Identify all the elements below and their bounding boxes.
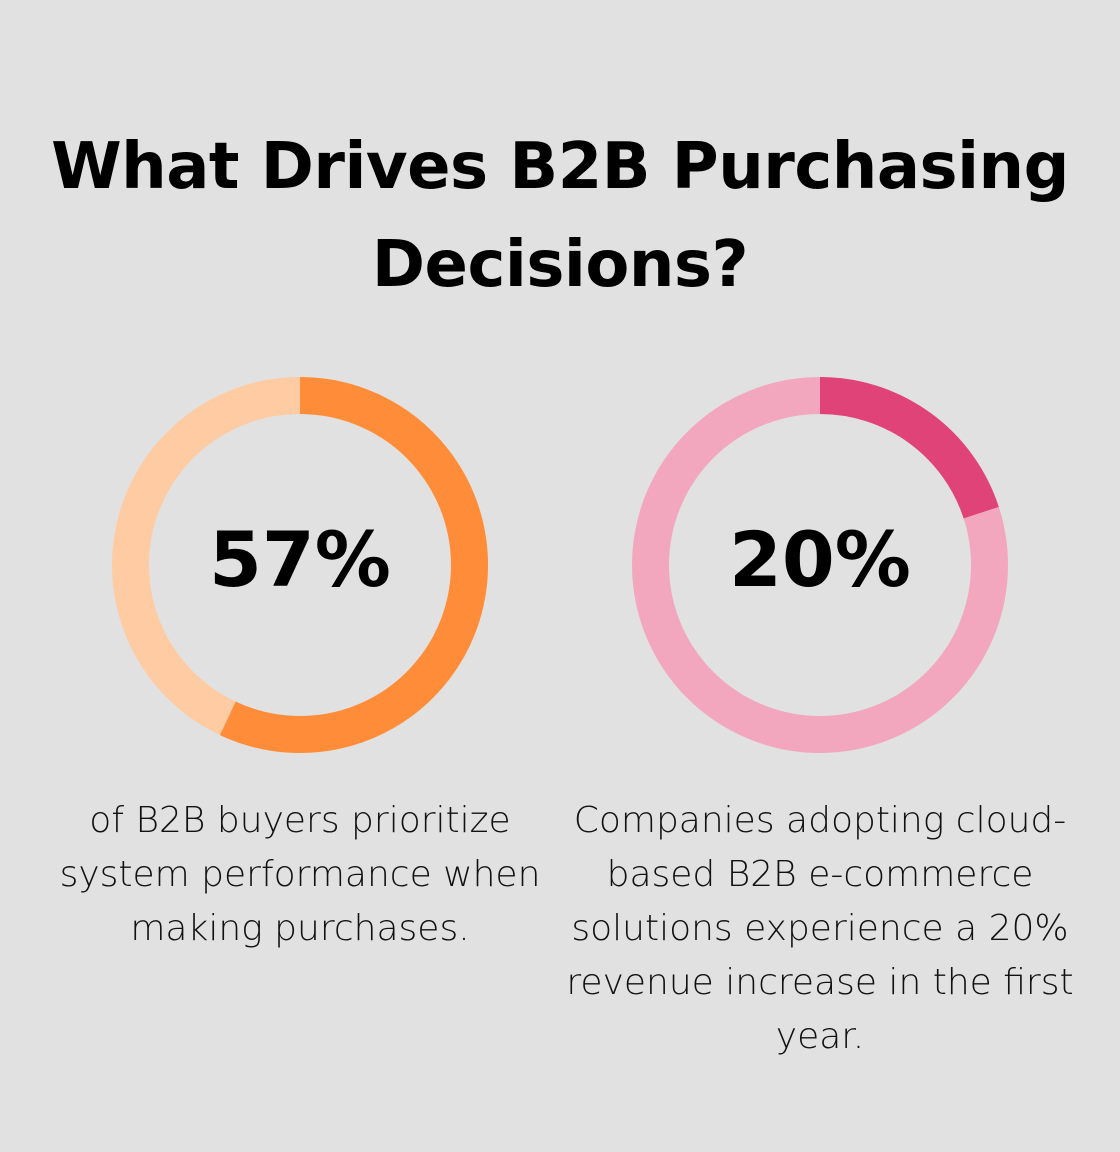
page-title: What Drives B2B Purchasing Decisions? bbox=[51, 130, 1069, 302]
donut-1-description: of B2B buyers prioritize system performa… bbox=[59, 800, 541, 949]
donut-2-description: Companies adopting cloud-based B2B e-com… bbox=[566, 800, 1074, 1057]
donut-value-arc bbox=[219, 377, 488, 753]
donut-2-value-label: 20% bbox=[729, 515, 911, 604]
donut-1-value-label: 57% bbox=[209, 515, 391, 604]
donut-value-arc bbox=[819, 377, 999, 519]
donut-chart-1 bbox=[112, 377, 488, 753]
donut-chart-2 bbox=[632, 377, 1008, 753]
